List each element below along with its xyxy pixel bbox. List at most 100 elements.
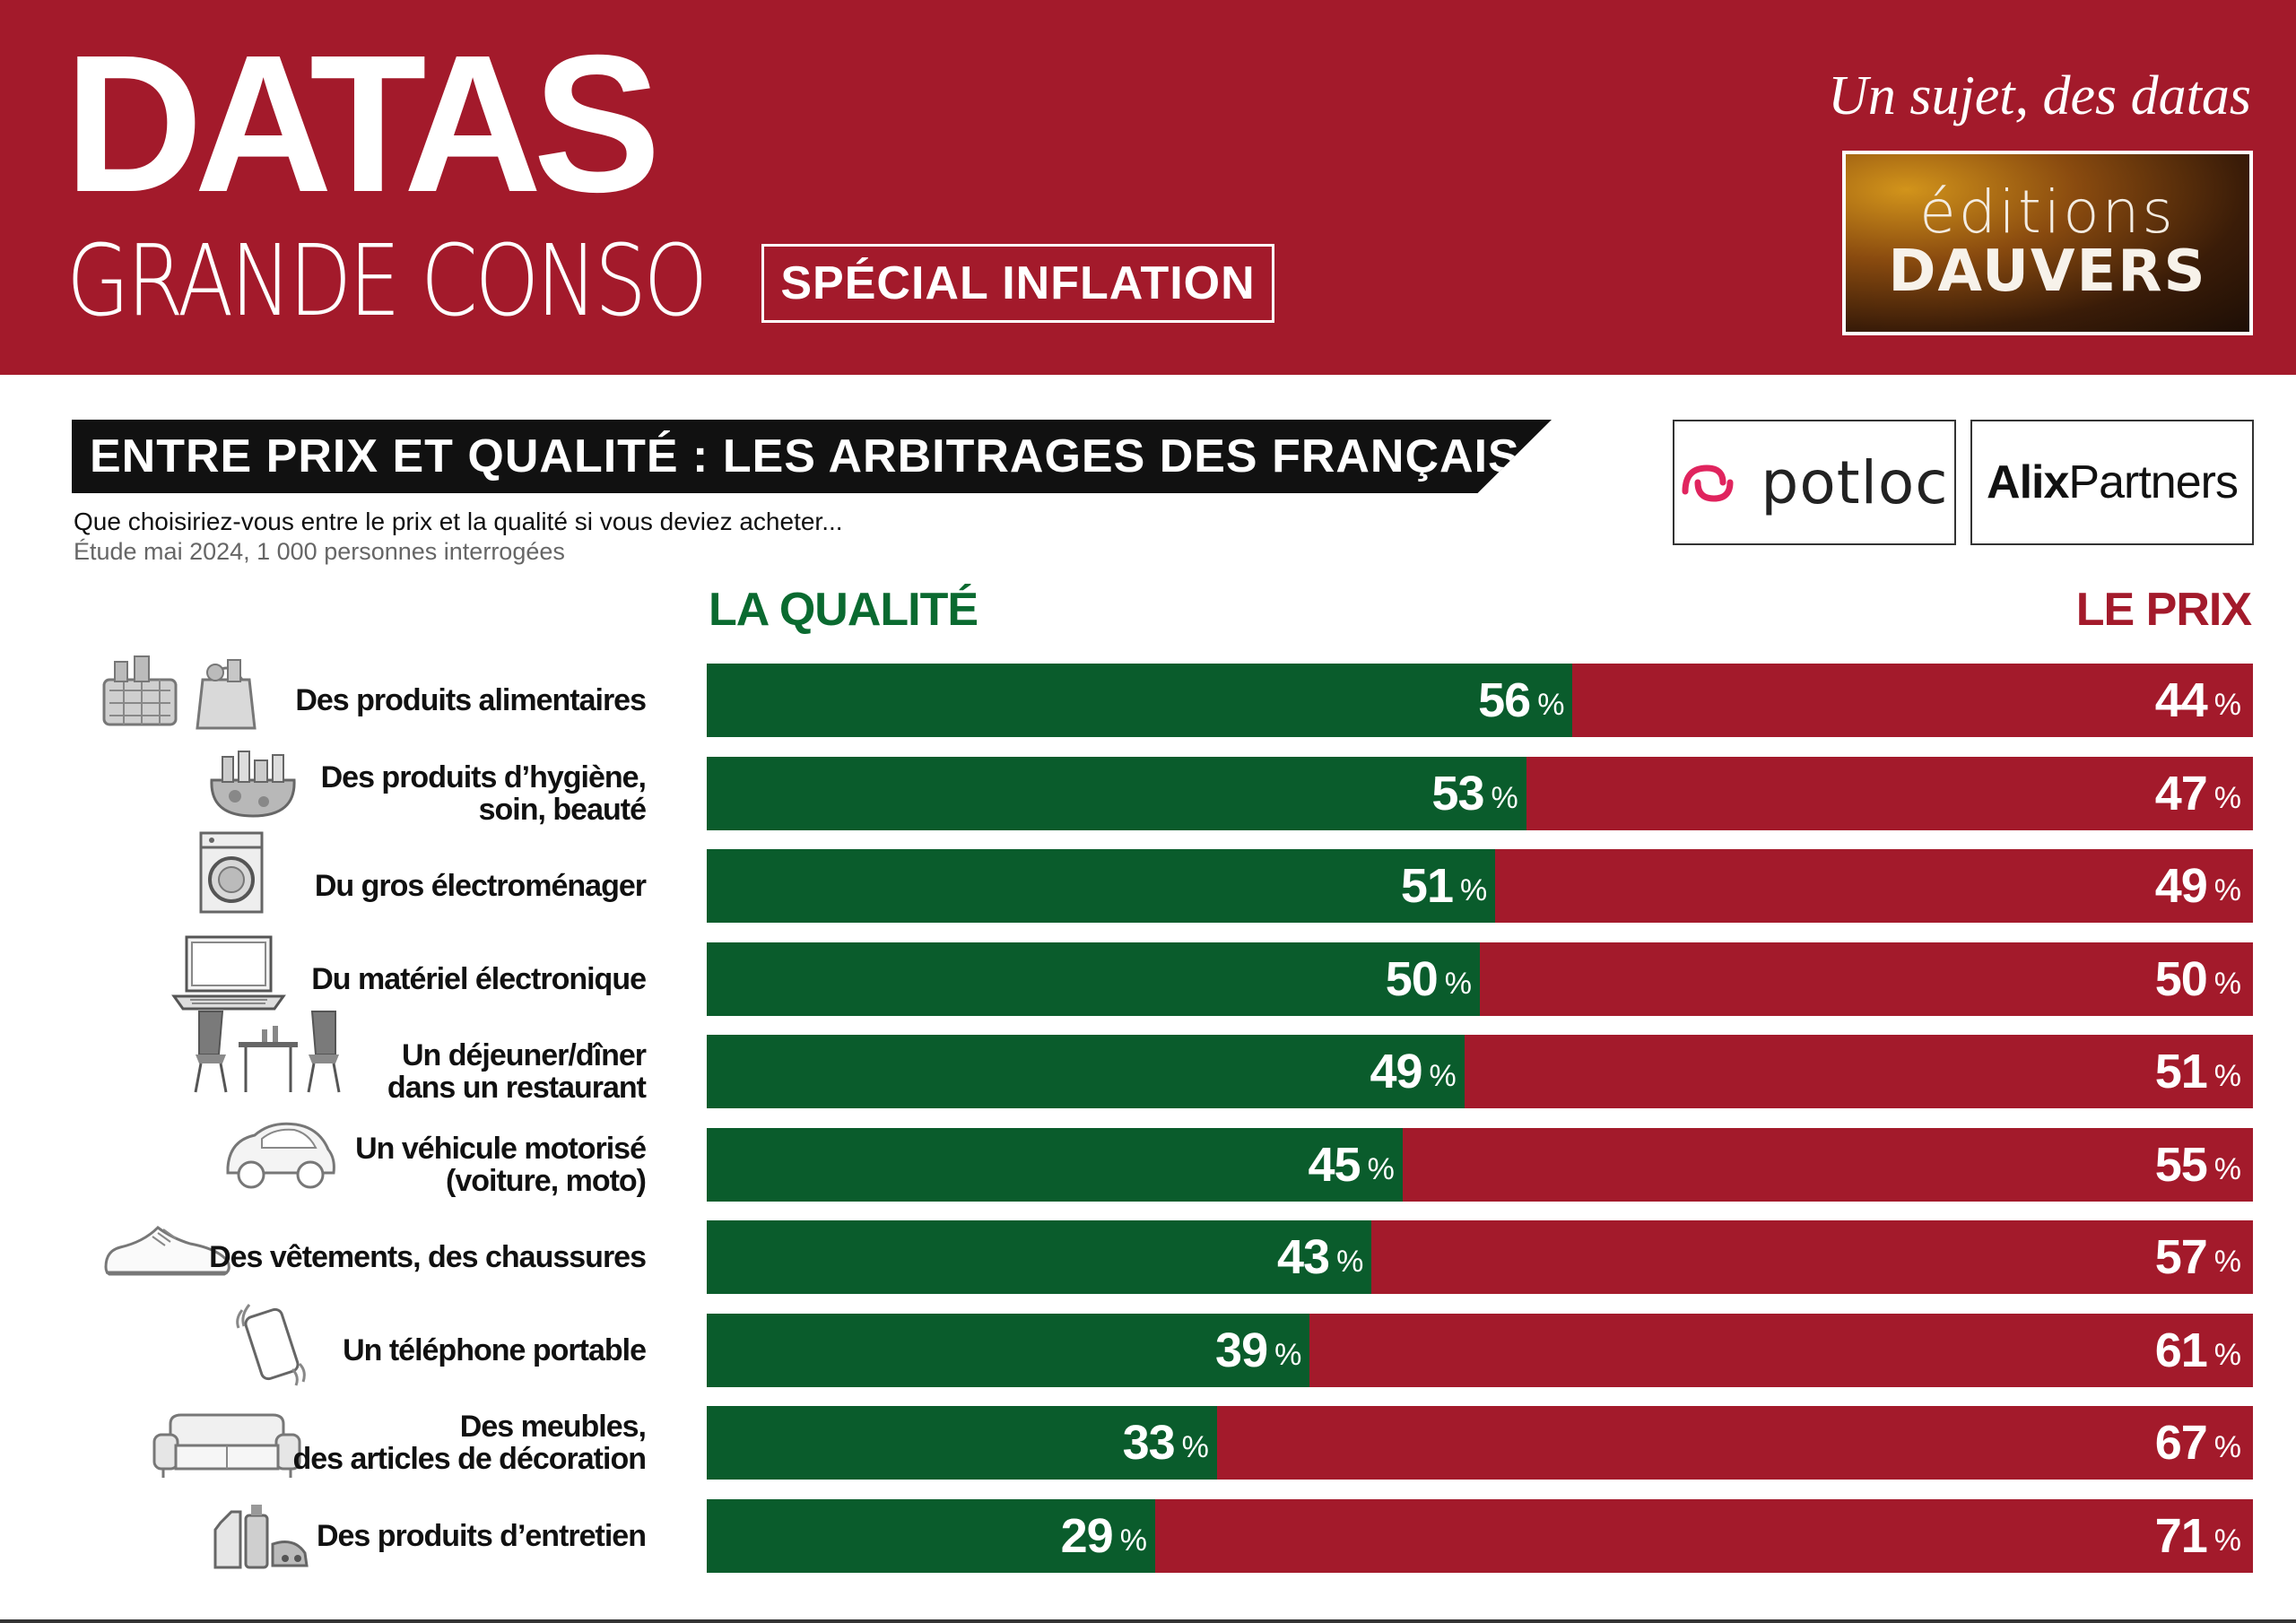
percent-sign: % bbox=[1444, 966, 1472, 1001]
value-quality: 53 bbox=[1431, 767, 1484, 820]
bottom-border bbox=[0, 1619, 2296, 1623]
bar-price: 51% bbox=[1464, 1035, 2253, 1108]
restaurant-table-icon bbox=[187, 1008, 348, 1098]
bar-quality: 49% bbox=[707, 1035, 1465, 1108]
stacked-bar: 39% 61% bbox=[707, 1314, 2253, 1387]
value-price: 71 bbox=[2154, 1509, 2208, 1563]
bar-price: 55% bbox=[1402, 1128, 2253, 1202]
value-quality: 33 bbox=[1122, 1416, 1176, 1470]
smartphone-icon bbox=[230, 1298, 319, 1392]
percent-sign: % bbox=[1367, 1151, 1395, 1186]
value-quality: 43 bbox=[1277, 1230, 1330, 1284]
value-label-price: 49% bbox=[2154, 849, 2241, 923]
category-label-line: Du gros électroménager bbox=[314, 869, 647, 903]
value-label-price: 57% bbox=[2154, 1220, 2241, 1294]
value-label-quality: 53% bbox=[1431, 757, 1518, 830]
percent-sign: % bbox=[1460, 872, 1487, 907]
category-label-line: des articles de décoration bbox=[292, 1442, 647, 1476]
value-label-price: 67% bbox=[2154, 1406, 2241, 1480]
stacked-bar: 51% 49% bbox=[707, 849, 2253, 923]
grocery-basket-icon bbox=[97, 653, 267, 738]
value-quality: 39 bbox=[1215, 1324, 1268, 1377]
value-price: 49 bbox=[2154, 859, 2208, 913]
value-label-price: 50% bbox=[2154, 942, 2241, 1016]
potloc-logo: potloc bbox=[1673, 420, 1956, 545]
category-label: Un véhicule motorisé (voiture, moto) bbox=[355, 1128, 647, 1202]
category-label-line: Des produits d’entretien bbox=[316, 1519, 647, 1553]
tagline: Un sujet, des datas bbox=[1828, 65, 2251, 126]
section-title: ENTRE PRIX ET QUALITÉ : LES ARBITRAGES D… bbox=[72, 420, 1552, 493]
value-quality: 29 bbox=[1060, 1509, 1114, 1563]
alixpartners-logo: AlixPartners bbox=[1970, 420, 2254, 545]
category-label: Des produits d’entretien bbox=[316, 1499, 647, 1573]
category-label-line: Du matériel électronique bbox=[311, 962, 647, 996]
value-price: 44 bbox=[2154, 673, 2208, 727]
bar-price: 67% bbox=[1216, 1406, 2253, 1480]
publisher-logo-line2: DAUVERS bbox=[1888, 239, 2207, 306]
value-label-quality: 39% bbox=[1215, 1314, 1301, 1387]
category-label: Des produits alimentaires bbox=[295, 664, 647, 737]
alix-bold: Alix bbox=[1987, 456, 2069, 508]
stacked-bar: 45% 55% bbox=[707, 1128, 2253, 1202]
percent-sign: % bbox=[2213, 1244, 2241, 1279]
survey-question: Que choisiriez-vous entre le prix et la … bbox=[74, 508, 843, 535]
percent-sign: % bbox=[1429, 1058, 1457, 1093]
value-label-quality: 50% bbox=[1386, 942, 1472, 1016]
bar-quality: 50% bbox=[707, 942, 1480, 1016]
value-price: 57 bbox=[2154, 1230, 2208, 1284]
value-price: 50 bbox=[2154, 952, 2208, 1006]
study-note: Étude mai 2024, 1 000 personnes interrog… bbox=[74, 538, 565, 565]
percent-sign: % bbox=[1491, 780, 1518, 815]
bar-quality: 39% bbox=[707, 1314, 1310, 1387]
percent-sign: % bbox=[2213, 1151, 2241, 1186]
value-label-quality: 45% bbox=[1308, 1128, 1395, 1202]
potloc-wordmark: potloc bbox=[1761, 447, 1949, 517]
value-price: 67 bbox=[2154, 1416, 2208, 1470]
publisher-logo-line1: éditions bbox=[1919, 178, 2176, 247]
category-label: Un téléphone portable bbox=[343, 1314, 647, 1387]
category-label: Des produits d’hygiène, soin, beauté bbox=[321, 757, 647, 830]
publisher-logo: éditions DAUVERS bbox=[1842, 151, 2253, 335]
category-label-line: (voiture, moto) bbox=[446, 1164, 647, 1198]
stacked-bar: 53% 47% bbox=[707, 757, 2253, 830]
category-label-line: soin, beauté bbox=[478, 793, 647, 827]
percent-sign: % bbox=[2213, 1523, 2241, 1558]
value-quality: 49 bbox=[1370, 1045, 1422, 1098]
bar-quality: 56% bbox=[707, 664, 1573, 737]
bar-quality: 29% bbox=[707, 1499, 1155, 1573]
category-label: Du matériel électronique bbox=[311, 942, 647, 1016]
value-price: 47 bbox=[2154, 767, 2208, 820]
category-label-line: Un véhicule motorisé bbox=[355, 1132, 647, 1166]
washing-machine-icon bbox=[196, 829, 267, 920]
laptop-icon bbox=[170, 932, 287, 1017]
value-label-price: 51% bbox=[2155, 1035, 2241, 1108]
bar-quality: 45% bbox=[707, 1128, 1403, 1202]
bar-quality: 53% bbox=[707, 757, 1526, 830]
bar-price: 71% bbox=[1154, 1499, 2253, 1573]
category-label-line: Des meubles, bbox=[459, 1410, 647, 1444]
category-label-line: Un téléphone portable bbox=[343, 1333, 647, 1367]
bar-quality: 51% bbox=[707, 849, 1496, 923]
category-label-line: Des vêtements, des chaussures bbox=[209, 1240, 647, 1274]
category-label-line: Un déjeuner/dîner bbox=[401, 1038, 647, 1072]
value-label-price: 47% bbox=[2154, 757, 2241, 830]
percent-sign: % bbox=[1119, 1523, 1147, 1558]
percent-sign: % bbox=[2213, 687, 2241, 722]
value-label-price: 55% bbox=[2155, 1128, 2241, 1202]
brand-subtitle: GRANDE CONSO bbox=[66, 223, 708, 338]
value-label-quality: 33% bbox=[1122, 1406, 1209, 1480]
bar-price: 44% bbox=[1572, 664, 2253, 737]
special-badge: SPÉCIAL INFLATION bbox=[761, 244, 1274, 323]
value-label-price: 61% bbox=[2155, 1314, 2241, 1387]
percent-sign: % bbox=[1336, 1244, 1363, 1279]
category-label: Un déjeuner/dîner dans un restaurant bbox=[387, 1035, 647, 1108]
stacked-bar: 50% 50% bbox=[707, 942, 2253, 1016]
value-label-quality: 29% bbox=[1060, 1499, 1147, 1573]
percent-sign: % bbox=[2213, 780, 2241, 815]
sofa-icon bbox=[151, 1410, 303, 1486]
bar-quality: 43% bbox=[707, 1220, 1372, 1294]
alixpartners-wordmark: AlixPartners bbox=[1987, 456, 2239, 509]
car-icon bbox=[222, 1114, 339, 1202]
bar-price: 50% bbox=[1480, 942, 2253, 1016]
